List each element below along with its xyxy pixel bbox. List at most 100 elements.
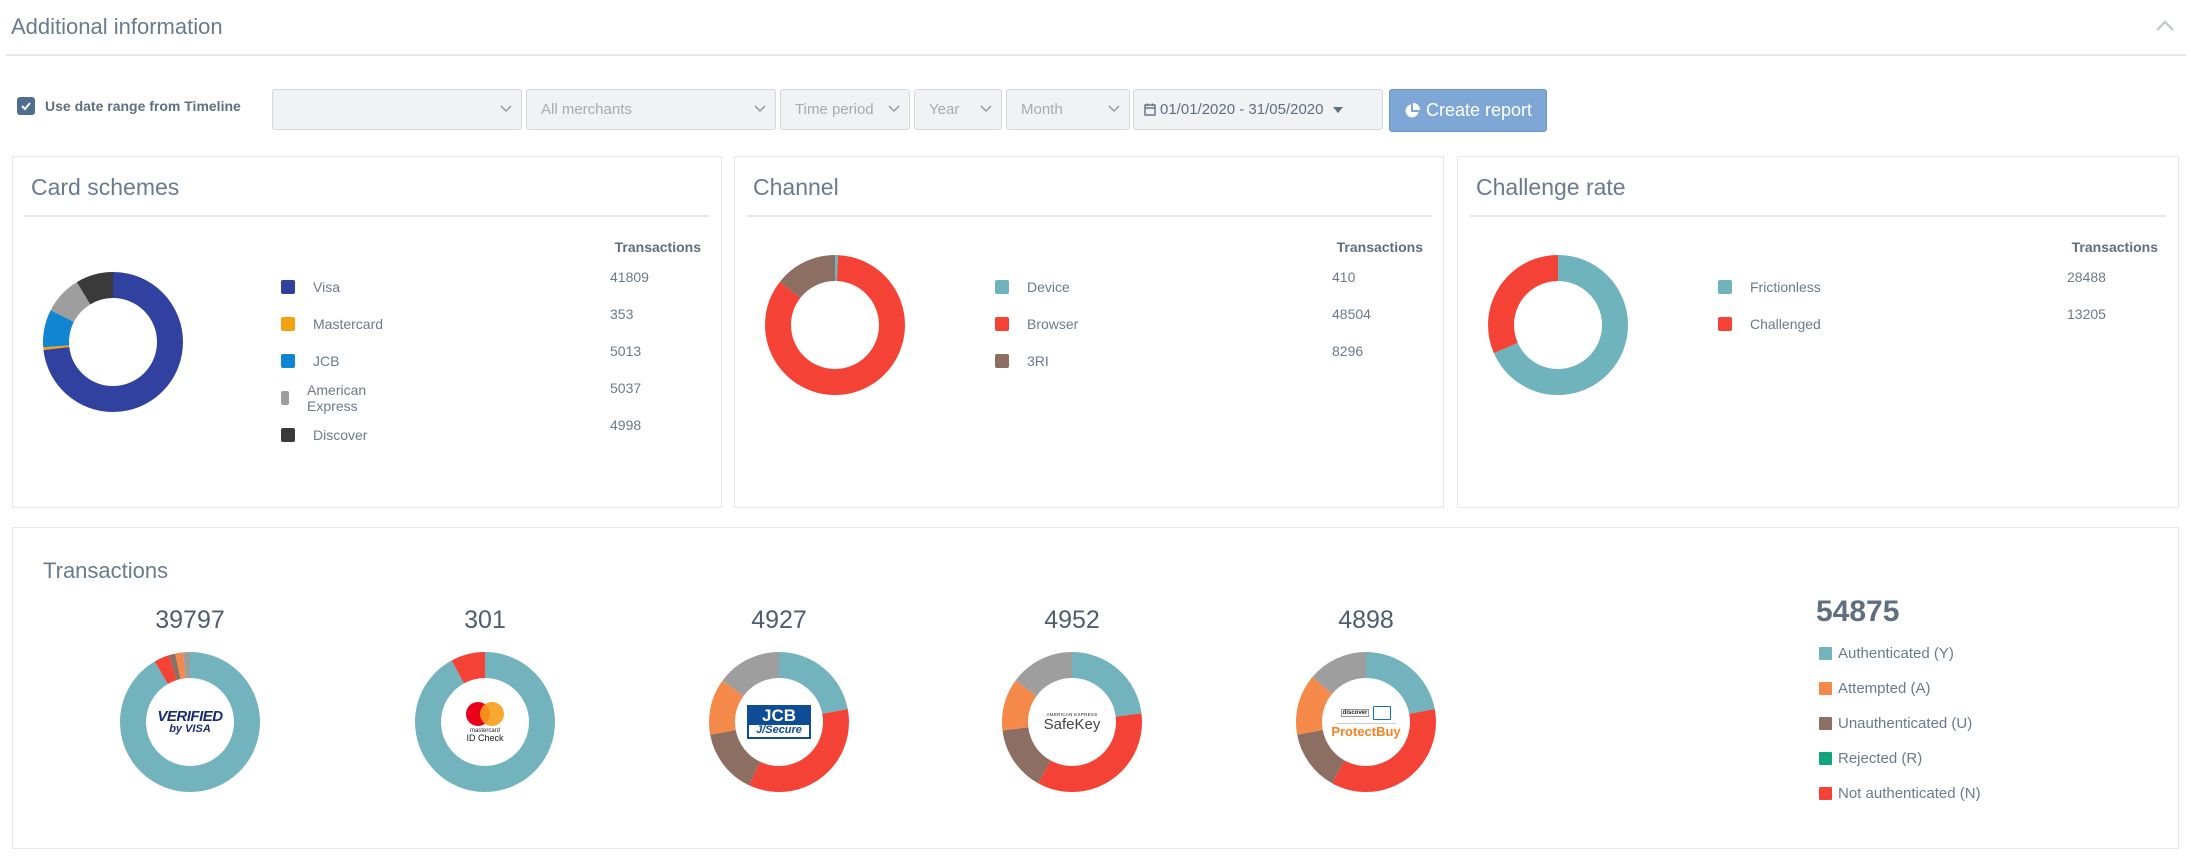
- legend-item[interactable]: Discover: [281, 425, 367, 445]
- transactions-total: 54875: [1816, 595, 1900, 628]
- transactions-legend-item[interactable]: Rejected (R): [1819, 750, 1922, 767]
- transactions-legend-item[interactable]: Attempted (A): [1819, 680, 1931, 697]
- legend-swatch: [995, 280, 1009, 294]
- merchants-select-value: All merchants: [541, 101, 632, 118]
- jcb-j-secure-logo-icon: JCB J/Secure: [739, 682, 819, 762]
- scheme-auth-donut: [1296, 652, 1436, 792]
- month-select[interactable]: Month: [1006, 89, 1130, 130]
- card-schemes-hole: [69, 298, 157, 386]
- legend-label: Device: [1027, 279, 1070, 295]
- legend-value: 5013: [610, 343, 642, 359]
- legend-label: Attempted (A): [1838, 680, 1931, 697]
- filter-select-1[interactable]: [272, 89, 522, 130]
- legend-item[interactable]: JCB: [281, 351, 339, 371]
- scheme-4-segment-4[interactable]: [1296, 652, 1436, 792]
- scheme-transaction-count: 4952: [1044, 606, 1100, 634]
- date-range-picker[interactable]: 01/01/2020 - 31/05/2020: [1133, 89, 1383, 130]
- transactions-column-header: Transactions: [1336, 239, 1423, 255]
- card-schemes-panel: Card schemes Transactions Visa 41809 Maste…: [12, 156, 722, 508]
- scheme-2-segment-4[interactable]: [709, 652, 849, 792]
- challenge-rate-segment-1[interactable]: [1488, 255, 1628, 395]
- transactions-legend-item[interactable]: Not authenticated (N): [1819, 785, 1981, 802]
- scheme-3-segment-3[interactable]: [1002, 652, 1142, 792]
- create-report-label: Create report: [1425, 100, 1533, 120]
- card-schemes-segment-4[interactable]: [43, 272, 183, 412]
- scheme-0-segment-4[interactable]: [120, 652, 260, 792]
- transactions-legend-item[interactable]: Authenticated (Y): [1819, 645, 1954, 662]
- scheme-2-segment-3[interactable]: [709, 652, 849, 792]
- use-date-range-checkbox[interactable]: Use date range from Timeline: [17, 97, 241, 115]
- date-range-value: 01/01/2020 - 31/05/2020: [1160, 101, 1324, 118]
- legend-item[interactable]: American Express: [281, 382, 372, 414]
- scheme-4-segment-3[interactable]: [1296, 652, 1436, 792]
- month-value: Month: [1021, 101, 1063, 118]
- year-select[interactable]: Year: [914, 89, 1002, 130]
- calendar-icon: [1144, 103, 1156, 116]
- legend-swatch: [281, 317, 295, 331]
- legend-label: JCB: [313, 353, 340, 369]
- scheme-auth-donut: [120, 652, 260, 792]
- legend-item[interactable]: Frictionless: [1718, 277, 1821, 297]
- merchants-select[interactable]: All merchants: [526, 89, 776, 130]
- channel-title: Channel: [753, 174, 839, 200]
- channel-donut: [765, 255, 905, 395]
- scheme-0-hole: [146, 678, 234, 766]
- amex-safekey-logo-icon: AMERICAN EXPRESS SafeKey: [1043, 712, 1101, 733]
- legend-label: Challenged: [1750, 316, 1821, 332]
- legend-item[interactable]: Challenged: [1718, 314, 1821, 334]
- legend-swatch: [281, 280, 295, 294]
- transactions-legend-item[interactable]: Unauthenticated (U): [1819, 715, 1972, 732]
- scheme-transaction-count: 39797: [155, 606, 225, 634]
- legend-value: 4998: [610, 417, 642, 433]
- challenge-rate-panel: Challenge rate Transactions Frictionless…: [1457, 156, 2179, 508]
- legend-label: Browser: [1027, 316, 1079, 332]
- chevron-down-icon: [500, 105, 512, 113]
- challenge-rate-hole: [1514, 281, 1602, 369]
- legend-item[interactable]: Mastercard: [281, 314, 383, 334]
- channel-panel: Channel Transactions Device 410 Browser 485…: [734, 156, 1444, 508]
- create-report-button[interactable]: Create report: [1389, 89, 1547, 132]
- scheme-3-segment-4[interactable]: [1002, 652, 1142, 792]
- challenge-rate-donut: [1488, 255, 1628, 395]
- scheme-2-segment-1[interactable]: [709, 652, 849, 792]
- checkbox-checked-icon[interactable]: [17, 97, 35, 115]
- legend-value: 8296: [1332, 343, 1364, 359]
- time-period-select[interactable]: Time period: [780, 89, 910, 130]
- legend-item[interactable]: Browser: [995, 314, 1078, 334]
- legend-item[interactable]: Visa: [281, 277, 340, 297]
- panel-divider: [25, 215, 709, 217]
- chevron-up-icon[interactable]: [2153, 16, 2177, 36]
- scheme-1-segment-1[interactable]: [415, 652, 555, 792]
- card-schemes-title: Card schemes: [31, 174, 180, 200]
- section-divider: [6, 54, 2186, 56]
- legend-value: 28488: [2067, 269, 2106, 285]
- legend-swatch: [1819, 647, 1832, 660]
- card-schemes-donut: [43, 272, 183, 412]
- chevron-down-icon: [980, 105, 992, 113]
- legend-swatch: [995, 354, 1009, 368]
- legend-swatch: [281, 391, 290, 405]
- legend-item[interactable]: 3RI: [995, 351, 1049, 371]
- legend-swatch: [1819, 752, 1832, 765]
- legend-value: 353: [610, 306, 634, 322]
- scheme-transaction-count: 301: [464, 606, 506, 634]
- channel-segment-2[interactable]: [765, 255, 905, 395]
- channel-segment-1[interactable]: [765, 255, 905, 395]
- legend-label: Rejected (R): [1838, 750, 1923, 767]
- transactions-column-header: Transactions: [2071, 239, 2158, 255]
- legend-label: Authenticated (Y): [1838, 645, 1954, 662]
- chevron-down-icon: [888, 105, 900, 113]
- legend-swatch: [1819, 682, 1832, 695]
- legend-item[interactable]: Device: [995, 277, 1070, 297]
- transactions-column-header: Transactions: [614, 239, 701, 255]
- legend-swatch: [1819, 717, 1832, 730]
- scheme-3-segment-1[interactable]: [1002, 652, 1142, 792]
- scheme-3-hole: [1028, 678, 1116, 766]
- legend-label: American Express: [307, 382, 367, 414]
- legend-label: 3RI: [1027, 353, 1049, 369]
- card-schemes-segment-2[interactable]: [43, 272, 183, 412]
- chevron-down-icon: [754, 105, 766, 113]
- scheme-4-hole: [1322, 678, 1410, 766]
- scheme-4-segment-1[interactable]: [1296, 652, 1436, 792]
- pie-chart-icon: [1405, 102, 1420, 117]
